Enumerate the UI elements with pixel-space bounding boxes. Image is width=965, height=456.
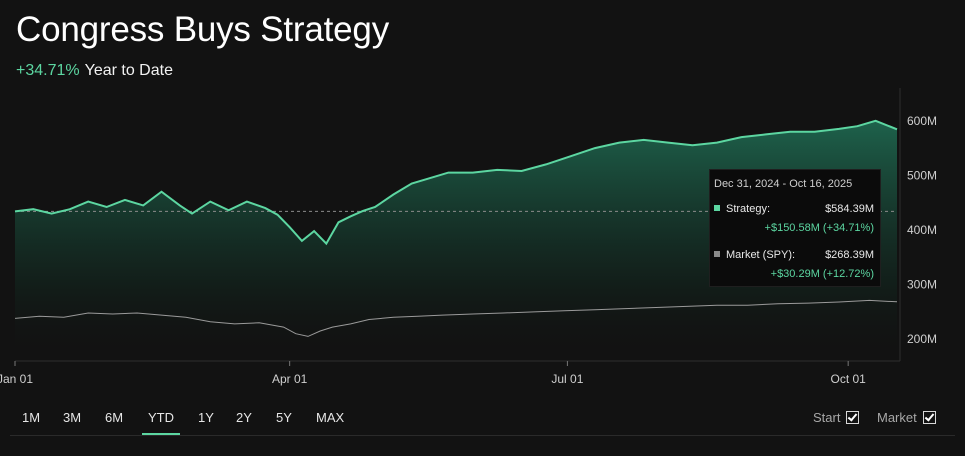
y-tick-label: 200M	[907, 332, 937, 346]
start-toggle[interactable]: Start	[813, 410, 860, 425]
tooltip-date-range: Dec 31, 2024 - Oct 16, 2025	[714, 178, 853, 190]
ytd-label: Year to Date	[84, 62, 173, 79]
ytd-summary: +34.71% Year to Date	[16, 62, 173, 80]
tooltip-strategy-label: Strategy:	[726, 203, 771, 215]
x-tick-label: Jan 01	[0, 372, 33, 386]
market-series-line	[14, 299, 898, 337]
tooltip-strategy-change: +$150.58M (+34.71%)	[764, 222, 874, 234]
market-swatch	[714, 251, 720, 257]
tabs-divider	[10, 435, 955, 436]
y-tick-label: 500M	[907, 168, 937, 182]
range-tab-6m[interactable]: 6M	[105, 410, 124, 425]
market-toggle-label: Market	[877, 410, 917, 425]
x-tick-label: Jul 01	[551, 372, 583, 386]
range-tab-3m[interactable]: 3M	[63, 410, 82, 425]
performance-chart[interactable]: 200M 300M 400M 500M 600M Jan 01 Apr 01 Jul 01 O…	[0, 88, 965, 388]
market-toggle[interactable]: Market	[877, 410, 936, 425]
page-title: Congress Buys Strategy	[16, 10, 389, 49]
tooltip-market-value: $268.39M	[825, 249, 874, 261]
range-tab-5y[interactable]: 5Y	[276, 410, 292, 425]
y-tick-label: 400M	[907, 223, 937, 237]
tooltip-strategy-row: Strategy: $584.39M	[714, 203, 874, 215]
tooltip-market-change: +$30.29M (+12.72%)	[770, 268, 874, 280]
start-toggle-label: Start	[813, 410, 841, 425]
y-tick-label: 600M	[907, 114, 937, 128]
tooltip-market-row: Market (SPY): $268.39M	[714, 249, 874, 261]
range-tab-max[interactable]: MAX	[316, 410, 345, 425]
start-checkbox[interactable]	[846, 411, 860, 424]
ytd-change: +34.71%	[16, 62, 80, 79]
market-checkbox[interactable]	[922, 411, 936, 424]
range-tab-1m[interactable]: 1M	[22, 410, 41, 425]
hover-tooltip: Dec 31, 2024 - Oct 16, 2025 Strategy: $5…	[709, 169, 881, 287]
y-axis-ticks: 200M 300M 400M 500M 600M	[907, 114, 937, 346]
x-tick-label: Apr 01	[272, 372, 308, 386]
tooltip-strategy-value: $584.39M	[825, 203, 874, 215]
range-tab-2y[interactable]: 2Y	[236, 410, 252, 425]
y-tick-label: 300M	[907, 278, 937, 292]
x-axis-ticks: Jan 01 Apr 01 Jul 01 Oct 01	[0, 361, 866, 386]
strategy-area	[15, 120, 897, 361]
strategy-series-line	[14, 119, 898, 246]
tooltip-market-label: Market (SPY):	[726, 249, 796, 261]
x-tick-label: Oct 01	[830, 372, 866, 386]
strategy-swatch	[714, 205, 720, 211]
range-tab-ytd[interactable]: YTD	[142, 406, 180, 435]
range-tab-1y[interactable]: 1Y	[198, 410, 214, 425]
